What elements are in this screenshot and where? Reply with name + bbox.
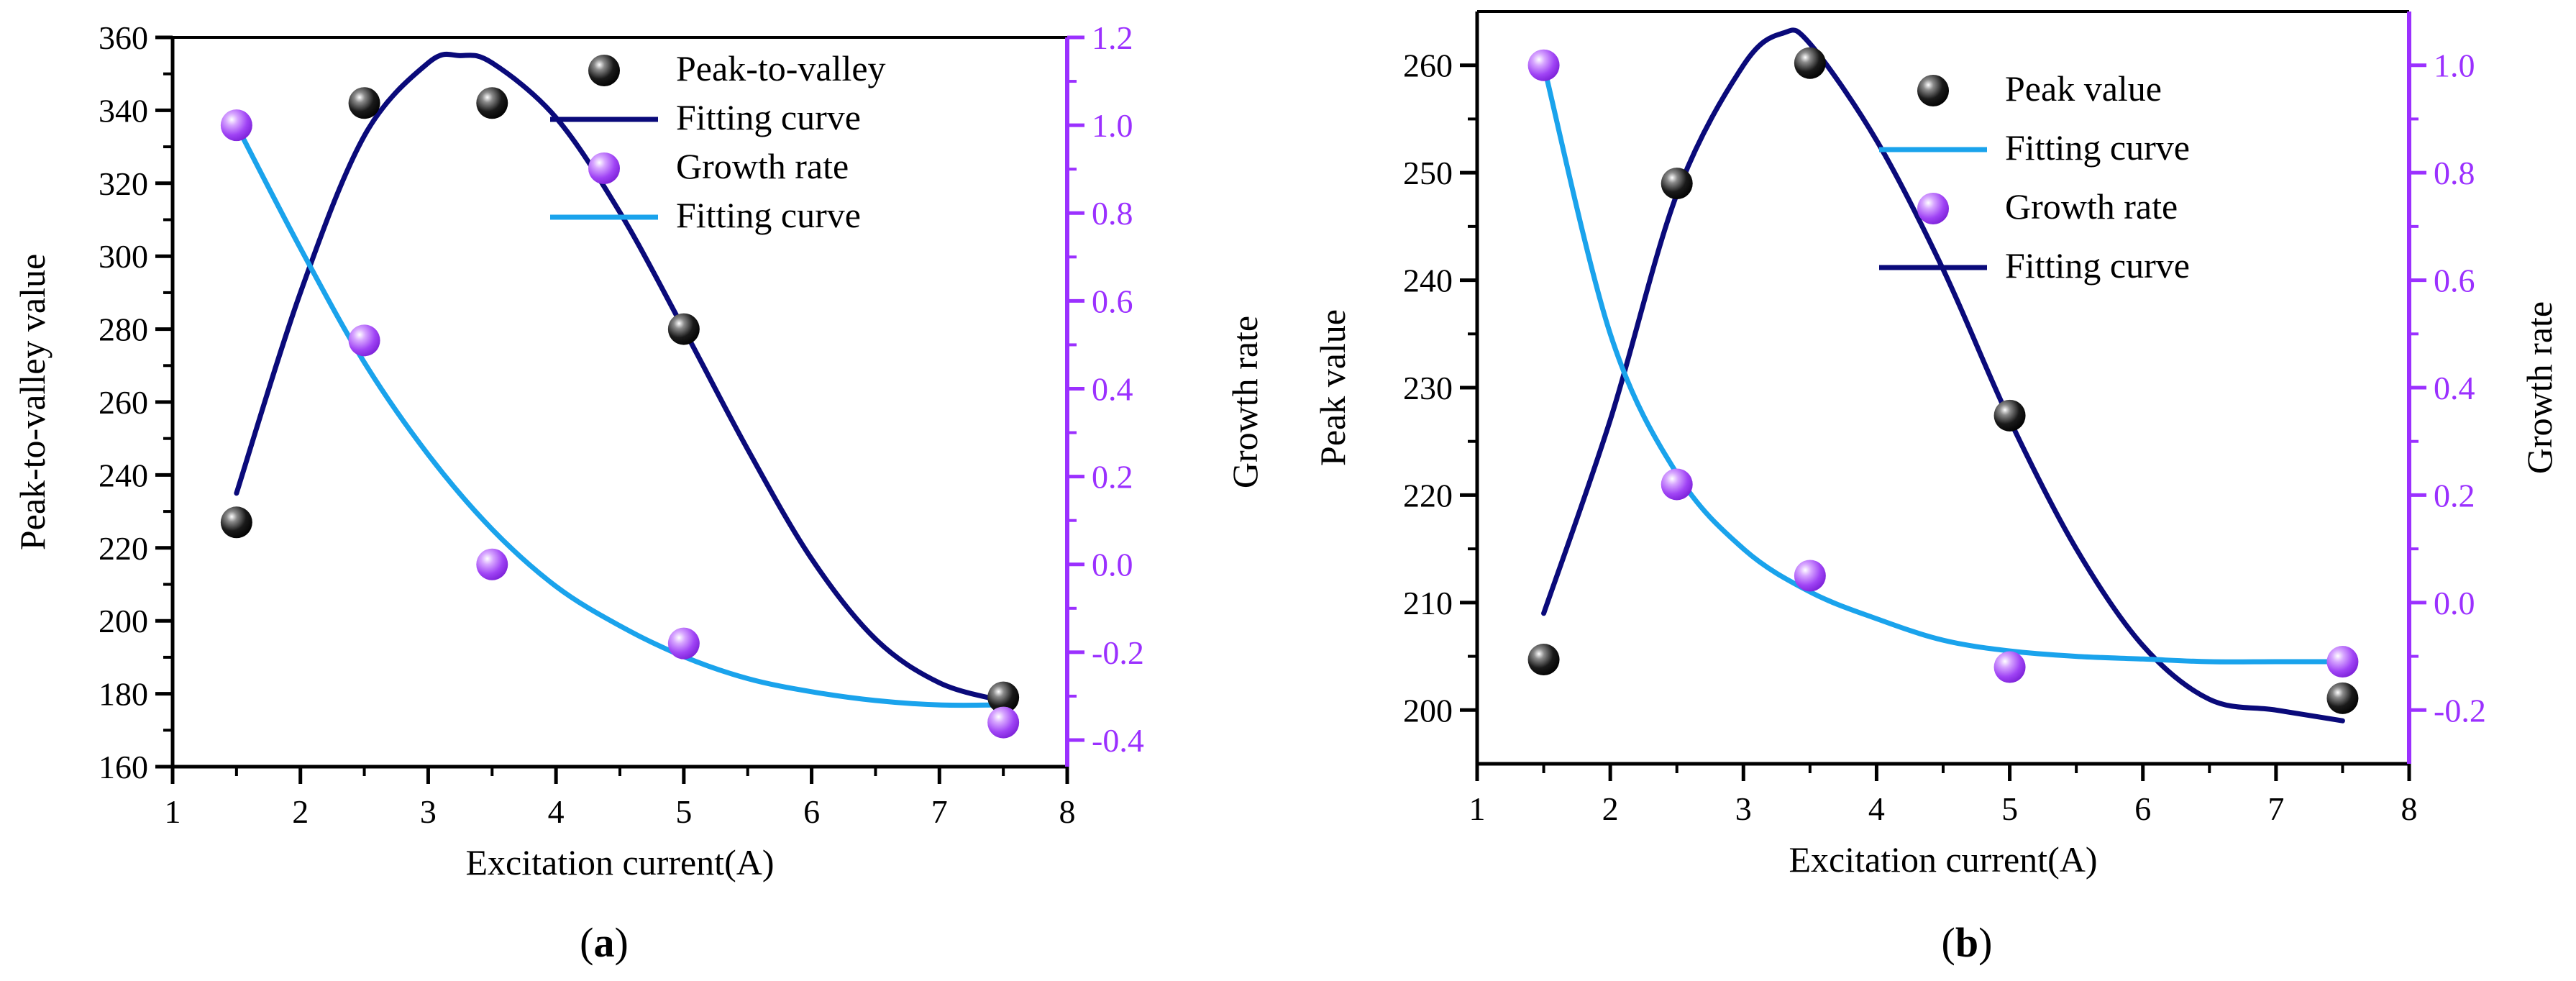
peak-data-point xyxy=(1661,168,1693,200)
y2-tick-label: -0.4 xyxy=(1092,722,1144,759)
growth-rate-data-point xyxy=(1794,560,1826,592)
fitting-curve-navy xyxy=(234,51,1006,704)
y2-axis-title: Growth rate xyxy=(1225,316,1265,488)
legend-label: Fitting curve xyxy=(676,97,861,137)
peak-data-point xyxy=(476,87,508,119)
x-tick-label: 5 xyxy=(675,793,692,830)
y2-tick-label: -0.2 xyxy=(2434,692,2486,729)
growth-rate-data-point xyxy=(348,324,380,357)
y-axis-title: Peak value xyxy=(1312,309,1353,466)
y-tick-label: 340 xyxy=(99,92,148,129)
growth-rate-data-point xyxy=(2326,646,2359,678)
legend-label: Growth rate xyxy=(2005,186,2178,227)
legend-label: Fitting curve xyxy=(2005,127,2190,168)
peak-data-point xyxy=(1993,399,2026,432)
x-tick-label: 1 xyxy=(1469,790,1486,827)
legend-label: Peak value xyxy=(2005,68,2162,109)
y2-tick-label: -0.2 xyxy=(1092,634,1144,671)
peak-data-point xyxy=(667,313,700,345)
x-tick-label: 2 xyxy=(1602,790,1619,827)
legend-marker-peak xyxy=(1917,75,1949,106)
peak-data-point xyxy=(348,87,380,119)
peak-data-point xyxy=(1527,644,1560,676)
growth-rate-data-point xyxy=(1993,651,2026,683)
x-tick-label: 8 xyxy=(1059,793,1076,830)
y-tick-label: 220 xyxy=(1403,477,1453,514)
legend-label: Fitting curve xyxy=(2005,245,2190,286)
y2-tick-label: 0.2 xyxy=(2434,477,2475,514)
growth-rate-data-point xyxy=(1527,49,1560,81)
y2-tick-label: 0.6 xyxy=(1092,283,1133,319)
panel-label: (b) xyxy=(1942,919,1993,966)
fitting-curve-light xyxy=(234,122,1006,708)
y2-axis-title: Growth rate xyxy=(2519,301,2559,474)
y-axis-title: Peak-to-valley value xyxy=(12,254,52,550)
growth-rate-data-point xyxy=(476,548,508,580)
legend-marker-peak xyxy=(588,55,620,86)
y-tick-label: 200 xyxy=(1403,692,1453,729)
growth-rate-data-point xyxy=(1661,468,1693,501)
x-tick-label: 8 xyxy=(2401,790,2418,827)
y2-tick-label: 0.0 xyxy=(1092,547,1133,583)
y2-tick-label: 0.4 xyxy=(2434,370,2475,406)
x-tick-label: 7 xyxy=(931,793,948,830)
peak-data-point xyxy=(987,681,1020,713)
growth-rate-data-point xyxy=(987,706,1020,739)
fitting-curve-navy xyxy=(1541,27,2345,724)
y-tick-label: 360 xyxy=(99,19,148,56)
y2-tick-label: 1.0 xyxy=(2434,47,2475,84)
y-tick-label: 200 xyxy=(99,603,148,639)
x-tick-label: 5 xyxy=(2001,790,2018,827)
peak-data-point xyxy=(220,506,252,539)
y-tick-label: 260 xyxy=(1403,47,1453,84)
chart-panel-a: 1 2 3 4 5 6 7 8 160 180 200 220 240 260 280 300 320 340 36… xyxy=(12,19,1265,966)
y-tick-label: 260 xyxy=(99,384,148,421)
y-tick-label: 240 xyxy=(1403,263,1453,299)
legend-label: Fitting curve xyxy=(676,195,861,235)
y-tick-label: 160 xyxy=(99,749,148,785)
y-tick-label: 180 xyxy=(99,676,148,713)
x-tick-label: 4 xyxy=(548,793,565,830)
x-axis-title: Excitation current(A) xyxy=(1789,839,2098,880)
y-tick-label: 280 xyxy=(99,311,148,348)
x-tick-label: 2 xyxy=(292,793,309,830)
y-tick-label: 300 xyxy=(99,238,148,275)
x-tick-label: 6 xyxy=(2134,790,2151,827)
x-tick-label: 4 xyxy=(1868,790,1885,827)
y2-tick-label: 0.4 xyxy=(1092,370,1133,407)
y2-tick-label: 1.2 xyxy=(1092,19,1133,56)
y-tick-label: 220 xyxy=(99,530,148,567)
y-tick-label: 240 xyxy=(99,457,148,493)
peak-data-point xyxy=(2326,682,2359,714)
y-tick-label: 320 xyxy=(99,165,148,202)
y-tick-label: 250 xyxy=(1403,155,1453,191)
panel-label: (a) xyxy=(580,919,629,966)
legend-label: Growth rate xyxy=(676,146,849,186)
x-tick-label: 1 xyxy=(165,793,181,830)
legend-marker-growth xyxy=(588,152,620,184)
y-tick-label: 230 xyxy=(1403,370,1453,406)
y-tick-label: 210 xyxy=(1403,585,1453,621)
x-tick-label: 6 xyxy=(803,793,820,830)
growth-rate-data-point xyxy=(667,627,700,660)
y2-tick-label: 1.0 xyxy=(1092,107,1133,144)
growth-rate-data-point xyxy=(220,109,252,142)
peak-data-point xyxy=(1794,47,1826,79)
y2-tick-label: 0.8 xyxy=(2434,155,2475,191)
fitting-curve-light xyxy=(1541,63,2345,665)
y2-tick-label: 0.0 xyxy=(2434,585,2475,621)
x-tick-label: 7 xyxy=(2267,790,2284,827)
x-tick-label: 3 xyxy=(1735,790,1752,827)
x-tick-label: 3 xyxy=(420,793,437,830)
x-axis-title: Excitation current(A) xyxy=(466,842,775,882)
chart-panel-b: 1 2 3 4 5 6 7 8 200 210 220 230 240 250 260 -0.2 0.0 0.2 0… xyxy=(1312,10,2559,966)
y2-tick-label: 0.6 xyxy=(2434,263,2475,299)
legend-label: Peak-to-valley xyxy=(676,48,886,88)
y2-tick-label: 0.2 xyxy=(1092,459,1133,496)
legend-marker-growth xyxy=(1917,193,1949,224)
y2-tick-label: 0.8 xyxy=(1092,195,1133,232)
